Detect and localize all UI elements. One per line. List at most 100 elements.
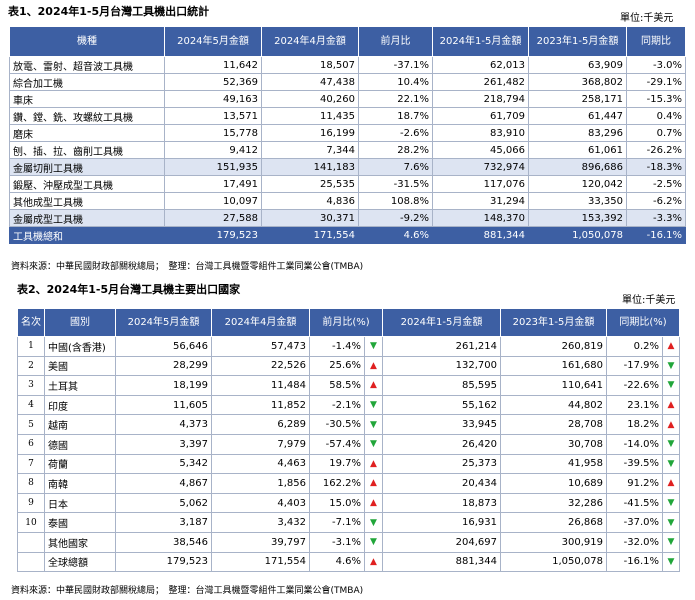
mom-cell: 7.6% — [358, 158, 433, 176]
table-row: 全球總額 179,523 171,554 4.6% ▲ 881,344 1,050,078-… — [17, 551, 680, 573]
apr-2024-cell: 11,852 — [211, 394, 310, 416]
mom-cell: -30.5% — [309, 414, 365, 435]
ytd-2023-cell: 41,958 — [500, 453, 607, 475]
may-2024-cell: 13,571 — [164, 107, 262, 125]
ytd-2024-cell: 261,482 — [432, 73, 529, 91]
may-2024-cell: 179,523 — [115, 551, 212, 573]
table-row: 6 德國 3,397 7,979 -57.4% ▼ 26,420 30,708 -14.0% ▼ — [17, 433, 680, 455]
ytd-2024-cell: 83,910 — [432, 124, 529, 142]
arrow-up-icon: ▲ — [364, 492, 383, 514]
yoy-cell: -37.0% — [606, 512, 663, 533]
country-cell: 中國(含香港) — [44, 336, 116, 357]
machine-name-cell: 刨、插、拉、齒削工具機 — [9, 141, 165, 159]
table-row: 綜合加工機 52,369 47,438 10.4% 261,482 368,802 -29.… — [9, 73, 686, 91]
may-2024-cell: 10,097 — [164, 192, 262, 210]
table-row: 鑽、鏜、銑、攻螺紋工具機 13,571 11,435 18.7% 61,709 61,44… — [9, 107, 686, 125]
machine-name-cell: 鍛壓、沖壓成型工具機 — [9, 175, 165, 193]
col-header-ytd-2024: 2024年1-5月金額 — [432, 26, 529, 57]
ytd-2024-cell: 25,373 — [382, 453, 501, 475]
col-header-may-2024: 2024年5月金額 — [115, 308, 212, 337]
apr-2024-cell: 11,484 — [211, 375, 310, 396]
may-2024-cell: 3,397 — [115, 433, 212, 455]
apr-2024-cell: 57,473 — [211, 336, 310, 357]
may-2024-cell: 151,935 — [164, 158, 262, 176]
may-2024-cell: 11,642 — [164, 56, 262, 74]
yoy-cell: -16.1% — [606, 551, 663, 573]
arrow-down-icon: ▼ — [662, 355, 680, 377]
yoy-cell: -16.1% — [626, 226, 686, 244]
country-cell: 其他國家 — [44, 531, 116, 553]
arrow-up-icon: ▲ — [662, 394, 680, 416]
arrow-down-icon: ▼ — [364, 414, 383, 435]
yoy-cell: -17.9% — [606, 355, 663, 377]
col-header-yoy: 同期比 — [626, 26, 686, 57]
ytd-2023-cell: 63,909 — [528, 56, 627, 74]
ytd-2023-cell: 120,042 — [528, 175, 627, 193]
arrow-up-icon: ▲ — [364, 375, 383, 396]
country-cell: 土耳其 — [44, 375, 116, 396]
mom-cell: 18.7% — [358, 107, 433, 125]
mom-cell: -3.1% — [309, 531, 365, 553]
arrow-down-icon: ▼ — [662, 531, 680, 553]
ytd-2024-cell: 31,294 — [432, 192, 529, 210]
ytd-2024-cell: 61,709 — [432, 107, 529, 125]
ytd-2023-cell: 44,802 — [500, 394, 607, 416]
table1-header-row: 機種 2024年5月金額 2024年4月金額 前月比 2024年1-5月金額 2… — [9, 26, 686, 57]
apr-2024-cell: 11,435 — [261, 107, 359, 125]
col-header-country: 國別 — [44, 308, 116, 337]
rank-cell: 8 — [17, 473, 45, 494]
ytd-2024-cell: 204,697 — [382, 531, 501, 553]
mom-cell: -37.1% — [358, 56, 433, 74]
arrow-down-icon: ▼ — [662, 375, 680, 396]
yoy-cell: -26.2% — [626, 141, 686, 159]
ytd-2023-cell: 61,447 — [528, 107, 627, 125]
ytd-2024-cell: 62,013 — [432, 56, 529, 74]
apr-2024-cell: 3,432 — [211, 512, 310, 533]
ytd-2023-cell: 896,686 — [528, 158, 627, 176]
mom-cell: -7.1% — [309, 512, 365, 533]
may-2024-cell: 5,062 — [115, 492, 212, 514]
yoy-cell: 0.2% — [606, 336, 663, 357]
table2-header-row: 名次 國別 2024年5月金額 2024年4月金額 前月比(%) 2024年1-… — [17, 308, 680, 337]
machine-name-cell: 放電、雷射、超音波工具機 — [9, 56, 165, 74]
col-header-apr-2024: 2024年4月金額 — [211, 308, 310, 337]
yoy-cell: 0.4% — [626, 107, 686, 125]
arrow-down-icon: ▼ — [662, 433, 680, 455]
country-cell: 泰國 — [44, 512, 116, 533]
apr-2024-cell: 4,403 — [211, 492, 310, 514]
ytd-2024-cell: 18,873 — [382, 492, 501, 514]
apr-2024-cell: 4,836 — [261, 192, 359, 210]
machine-name-cell: 其他成型工具機 — [9, 192, 165, 210]
mom-cell: 4.6% — [358, 226, 433, 244]
yoy-cell: -14.0% — [606, 433, 663, 455]
table-row: 4 印度 11,605 11,852 -2.1% ▼ 55,162 44,802 23.1% ▲ — [17, 394, 680, 416]
apr-2024-cell: 6,289 — [211, 414, 310, 435]
apr-2024-cell: 141,183 — [261, 158, 359, 176]
mom-cell: 10.4% — [358, 73, 433, 91]
table-row: 其他成型工具機 10,097 4,836 108.8% 31,294 33,350 -6.2… — [9, 192, 686, 210]
table-row: 金屬切削工具機 151,935 141,183 7.6% 732,974 896,686-… — [9, 158, 686, 176]
table-row: 10 泰國 3,187 3,432 -7.1% ▼ 16,931 26,868 -37.0% ▼ — [17, 512, 680, 533]
country-cell: 美國 — [44, 355, 116, 377]
arrow-down-icon: ▼ — [364, 433, 383, 455]
apr-2024-cell: 22,526 — [211, 355, 310, 377]
table-row: 8 南韓 4,867 1,856 162.2% ▲ 20,434 10,689 91.2% ▲ — [17, 473, 680, 494]
col-header-yoy: 同期比(%) — [606, 308, 680, 337]
ytd-2023-cell: 32,286 — [500, 492, 607, 514]
apr-2024-cell: 171,554 — [261, 226, 359, 244]
arrow-down-icon: ▼ — [364, 512, 383, 533]
machine-name-cell: 金屬成型工具機 — [9, 209, 165, 227]
apr-2024-cell: 7,344 — [261, 141, 359, 159]
table2-source: 資料來源：中華民國財政部關稅總局； 整理：台灣工具機暨零組件工業同業公會(TMB… — [11, 586, 364, 596]
mom-cell: -31.5% — [358, 175, 433, 193]
apr-2024-cell: 171,554 — [211, 551, 310, 573]
table-row: 金屬成型工具機 27,588 30,371 -9.2% 148,370 153,392 -3… — [9, 209, 686, 227]
ytd-2024-cell: 148,370 — [432, 209, 529, 227]
rank-cell — [17, 551, 45, 573]
arrow-up-icon: ▲ — [364, 355, 383, 377]
arrow-up-icon: ▲ — [662, 473, 680, 494]
yoy-cell: 0.7% — [626, 124, 686, 142]
ytd-2024-cell: 20,434 — [382, 473, 501, 494]
rank-cell: 3 — [17, 375, 45, 396]
may-2024-cell: 9,412 — [164, 141, 262, 159]
